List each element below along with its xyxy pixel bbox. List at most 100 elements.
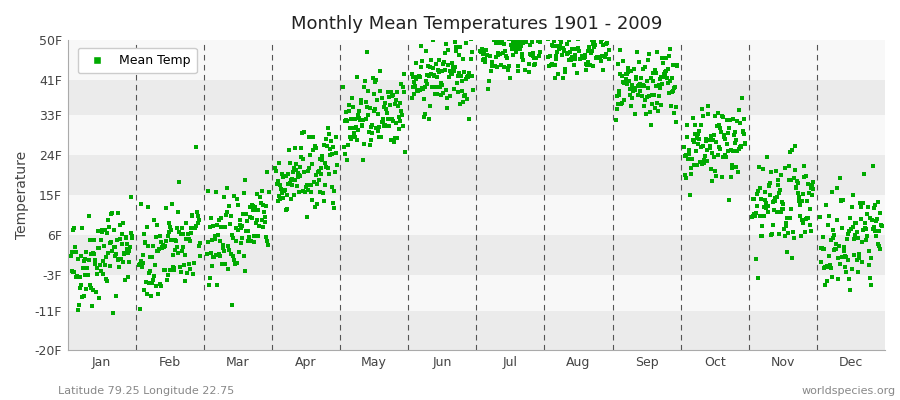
Point [246,203,260,210]
Point [143,254,157,260]
Point [347,116,362,122]
Point [376,117,391,124]
Point [492,40,507,46]
Point [554,44,569,51]
Point [502,20,517,26]
Y-axis label: Temperature: Temperature [15,151,29,239]
Point [404,95,419,101]
Point [526,52,540,59]
Point [710,110,724,116]
Point [189,144,203,150]
Point [669,118,683,125]
Point [452,52,466,58]
Point [645,70,660,76]
Point [498,32,512,38]
Point [162,220,176,226]
Point [141,204,156,210]
Point [166,252,180,258]
Point [550,49,564,55]
Point [652,82,666,88]
Point [575,53,590,60]
Point [138,240,152,246]
Point [716,114,730,121]
Point [74,253,88,259]
Point [623,92,637,98]
Point [209,251,223,258]
Point [380,109,394,116]
Point [854,259,868,265]
Point [304,188,319,195]
Point [572,36,586,42]
Point [73,285,87,291]
Point [310,168,325,175]
Point [252,223,266,230]
Point [566,31,580,38]
Point [804,185,818,191]
Point [75,294,89,300]
Point [187,224,202,231]
Point [497,64,511,70]
Point [821,222,835,228]
Point [389,97,403,103]
Point [542,63,556,69]
Point [443,92,457,99]
Point [706,132,721,138]
Point [172,228,186,235]
Point [149,283,164,289]
Point [555,75,570,81]
Point [429,90,444,97]
Point [784,177,798,183]
Point [245,215,259,221]
Point [725,116,740,122]
Point [680,134,695,140]
Point [779,248,794,255]
Point [870,216,885,223]
Point [851,235,866,242]
Point [655,81,670,88]
Point [308,142,322,149]
Point [873,246,887,252]
Point [134,200,148,207]
Point [70,256,85,262]
Point [302,134,317,140]
Point [389,120,403,126]
Point [313,171,328,177]
Point [481,32,495,38]
Point [184,212,199,218]
Point [640,77,654,84]
Point [534,4,548,10]
Point [312,177,327,184]
Point [630,49,644,55]
Point [727,139,742,146]
Point [527,60,542,67]
Point [816,246,831,252]
Point [413,42,428,49]
Point [688,131,703,137]
Point [275,195,290,201]
Point [226,235,240,242]
Point [493,29,508,36]
Point [241,234,256,240]
Point [833,198,848,204]
Point [103,263,117,270]
Point [78,286,93,292]
Point [771,230,786,237]
Point [723,197,737,203]
Point [814,244,829,251]
Point [755,223,770,229]
Point [544,26,558,33]
Point [72,302,86,309]
Point [353,116,367,123]
Point [432,57,446,63]
Point [424,71,438,77]
Point [482,30,496,36]
Point [407,91,421,97]
Point [558,69,572,75]
Point [202,275,217,282]
Point [456,68,471,75]
Point [229,225,243,232]
Point [754,196,769,202]
Bar [68,195,885,235]
Point [77,272,92,278]
Point [222,247,237,253]
